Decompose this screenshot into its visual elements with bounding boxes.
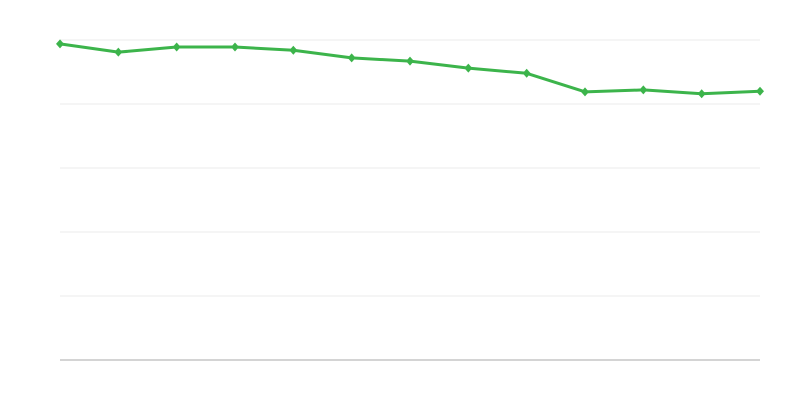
data-point xyxy=(231,42,239,52)
data-point xyxy=(114,47,123,57)
data-point xyxy=(581,87,589,97)
data-point xyxy=(172,42,181,52)
data-point xyxy=(697,89,706,99)
data-point xyxy=(522,68,531,78)
data-point xyxy=(406,56,414,66)
data-point xyxy=(289,45,298,55)
data-point xyxy=(347,53,356,63)
data-point xyxy=(464,63,473,73)
data-point xyxy=(756,86,764,96)
data-point xyxy=(56,39,64,49)
data-line xyxy=(59,42,761,96)
data-point xyxy=(639,85,648,95)
